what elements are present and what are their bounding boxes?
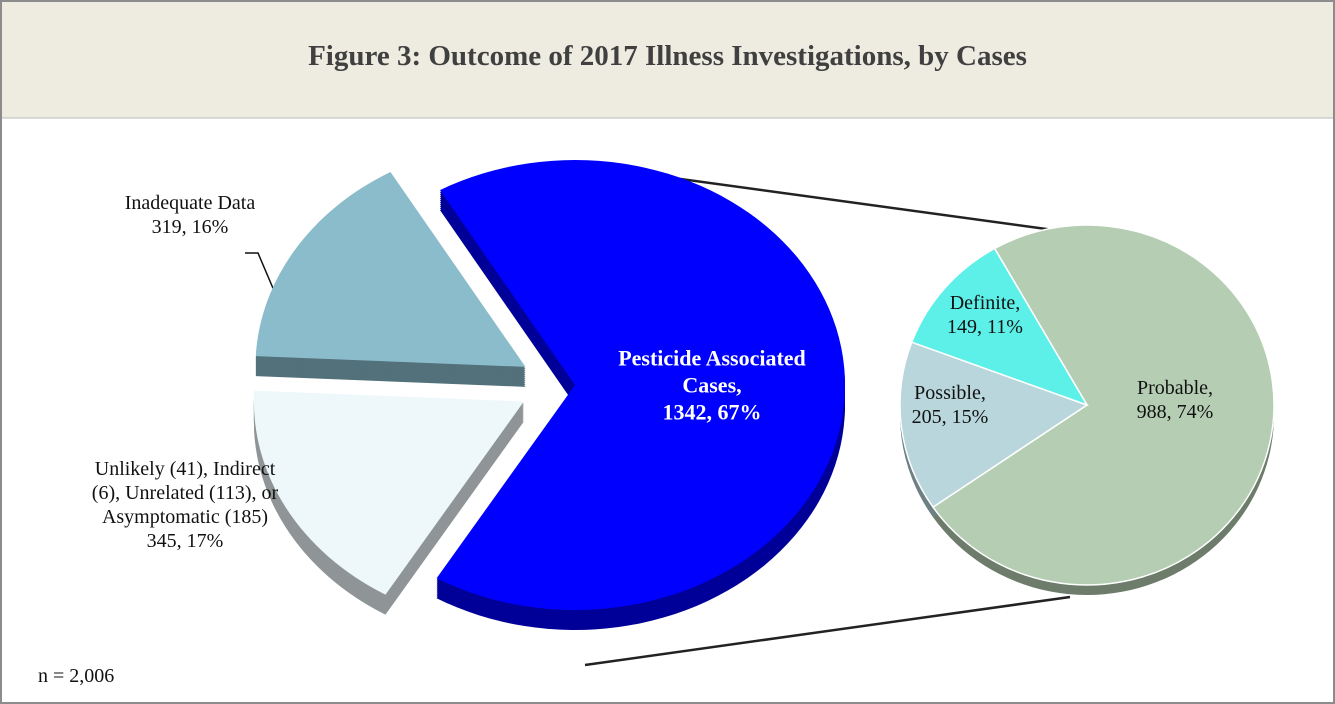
value-label: 345, 17% [146, 530, 224, 552]
pie-slice [253, 390, 524, 595]
data-label: Probable, 988, 74% [1115, 376, 1235, 424]
note: n = 2,006 [38, 665, 115, 687]
category-label: Unlikely (41), Indirect (6), Unrelated (… [91, 458, 279, 528]
pie-slice [255, 172, 526, 367]
title-band [2, 2, 1333, 118]
pie-slice [436, 160, 845, 611]
category-label: Definite, [949, 292, 1021, 314]
connector [584, 595, 1071, 667]
chart-title: Figure 3: Outcome of 2017 Illness Invest… [308, 40, 1027, 72]
value-label: 1342, 67% [662, 399, 762, 425]
category-label: Possible, [914, 382, 986, 404]
pie-slice [899, 341, 1089, 509]
value-label: 988, 74% [1136, 401, 1214, 423]
category-label: Pesticide Associated Cases, [618, 345, 806, 398]
pie-slice [910, 247, 1089, 407]
value-label: 149, 11% [947, 316, 1023, 338]
data-label: Pesticide Associated Cases, 1342, 67% [617, 345, 807, 426]
category-label: Inadequate Data [124, 192, 256, 214]
value-label: 205, 15% [911, 406, 989, 428]
leader-line [245, 252, 279, 301]
data-label: Unlikely (41), Indirect (6), Unrelated (… [90, 457, 280, 553]
data-label: Possible, 205, 15% [895, 381, 1005, 429]
data-label: Inadequate Data 319, 16% [95, 191, 285, 239]
pie-slice [931, 224, 1275, 586]
category-label: Probable, [1136, 377, 1214, 399]
value-label: 319, 16% [151, 216, 229, 238]
data-label: Definite, 149, 11% [930, 291, 1040, 339]
